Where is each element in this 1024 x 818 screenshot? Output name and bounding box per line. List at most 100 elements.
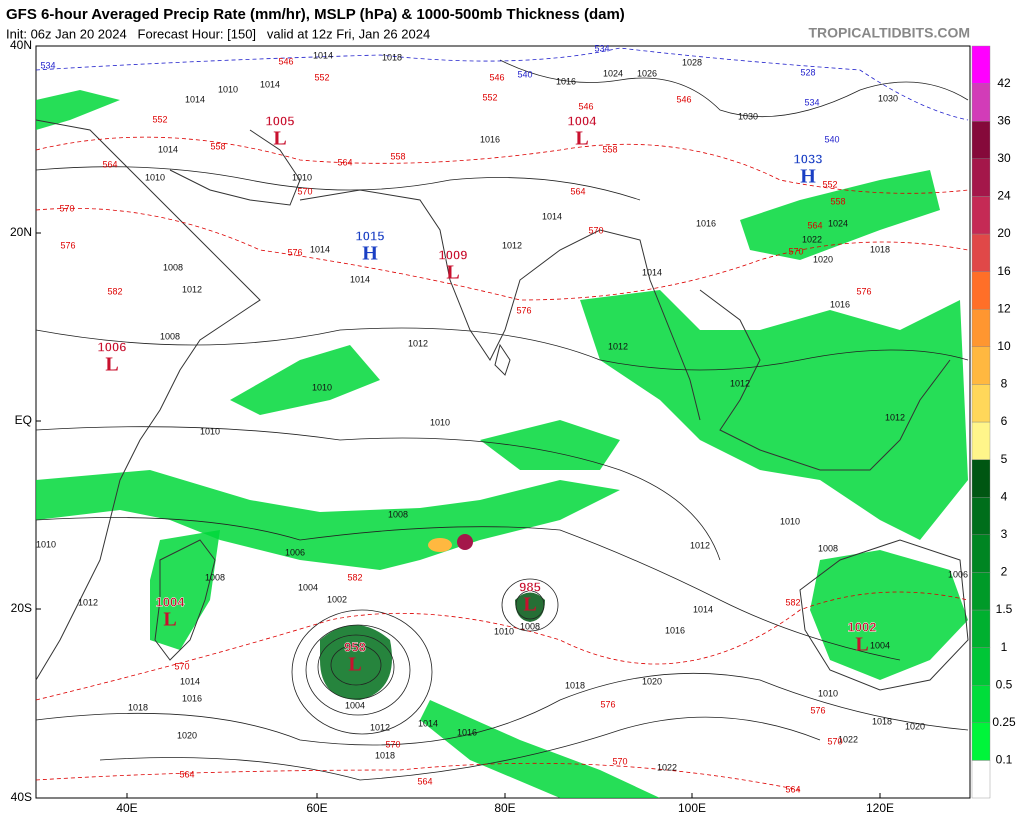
isobar-label: 1020 bbox=[813, 254, 833, 264]
isobar-label: 1018 bbox=[375, 750, 395, 760]
isobar-label: 1014 bbox=[313, 50, 333, 60]
thickness-label: 570 bbox=[174, 661, 189, 671]
isobar bbox=[35, 517, 901, 661]
thickness-label: 540 bbox=[824, 134, 839, 144]
isobars bbox=[35, 59, 969, 781]
isobar-label: 1022 bbox=[838, 734, 858, 744]
thickness-label: 558 bbox=[602, 144, 617, 154]
colorbar-label: 36 bbox=[997, 113, 1011, 127]
subtitle: Init: 06z Jan 20 2024 Forecast Hour: [15… bbox=[6, 26, 430, 41]
isobar-label: 1004 bbox=[345, 700, 365, 710]
pressure-value: 1004 bbox=[156, 594, 186, 609]
thickness-label: 534 bbox=[594, 43, 609, 53]
isobar-label: 1010 bbox=[312, 382, 332, 392]
thickness-label: 564 bbox=[102, 159, 117, 169]
lon-label: 80E bbox=[494, 801, 515, 815]
colorbar-label: 42 bbox=[997, 76, 1011, 90]
thickness-label: 582 bbox=[785, 597, 800, 607]
thickness-contour bbox=[35, 47, 969, 121]
thickness-label: 558 bbox=[210, 141, 225, 151]
colorbar-band bbox=[971, 83, 991, 122]
isobar-label: 1008 bbox=[388, 509, 408, 519]
isobar-label: 1024 bbox=[603, 68, 623, 78]
lat-label: 20S bbox=[11, 601, 32, 615]
isobar-label: 1014 bbox=[185, 94, 205, 104]
isobar bbox=[305, 624, 411, 716]
rain-heavy bbox=[457, 534, 473, 550]
isobar-label: 1018 bbox=[128, 702, 148, 712]
thickness-label: 570 bbox=[788, 246, 803, 256]
isobar-label: 1014 bbox=[418, 718, 438, 728]
isobar-label: 1030 bbox=[878, 93, 898, 103]
isobar-label: 1014 bbox=[542, 211, 562, 221]
rain-core bbox=[320, 625, 392, 700]
rain-heavy bbox=[428, 538, 452, 552]
isobar-label: 1020 bbox=[905, 721, 925, 731]
isobar-label: 1016 bbox=[457, 727, 477, 737]
isobar-label: 1008 bbox=[160, 331, 180, 341]
colorbar: 0.1 0.25 0.5 1 1.5 2 3 4 5 6 8 10 12 16 20 24 30 36 42 bbox=[971, 45, 1016, 799]
thickness-label: 582 bbox=[347, 572, 362, 582]
isobar-label: 1012 bbox=[885, 412, 905, 422]
thickness-label: 564 bbox=[417, 776, 432, 786]
thickness-label: 576 bbox=[856, 286, 871, 296]
thickness-label: 552 bbox=[822, 179, 837, 189]
isobar-label: 1010 bbox=[218, 84, 238, 94]
thickness-label: 570 bbox=[588, 225, 603, 235]
pressure-value: 1033 bbox=[794, 151, 823, 166]
isobar-label: 1008 bbox=[520, 621, 540, 631]
coastline bbox=[35, 119, 261, 681]
lat-label: 40S bbox=[11, 790, 32, 804]
coastline bbox=[799, 539, 969, 691]
colorbar-label: 1.5 bbox=[996, 602, 1013, 616]
colorbar-label: 8 bbox=[1001, 377, 1008, 391]
isobar-label: 1002 bbox=[327, 594, 347, 604]
colorbar-band bbox=[971, 647, 991, 686]
isobar-label: 1008 bbox=[818, 543, 838, 553]
colorbar-label: 10 bbox=[997, 339, 1011, 353]
rain-area bbox=[36, 90, 120, 130]
isobar-label: 1016 bbox=[556, 76, 576, 86]
thickness-label: 576 bbox=[60, 240, 75, 250]
pressure-symbol: L bbox=[163, 609, 176, 631]
colorbar-band bbox=[971, 196, 991, 235]
colorbar-band bbox=[971, 459, 991, 498]
isobar-label: 1006 bbox=[285, 547, 305, 557]
thickness-label: 564 bbox=[337, 157, 352, 167]
colorbar-band bbox=[971, 233, 991, 272]
rain-core bbox=[515, 592, 545, 622]
thickness-label: 552 bbox=[482, 92, 497, 102]
isobar-label: 1014 bbox=[180, 676, 200, 686]
pressure-value: 1002 bbox=[848, 619, 877, 634]
isobar-label: 1018 bbox=[565, 680, 585, 690]
thickness-label: 546 bbox=[489, 72, 504, 82]
isobar-label: 1004 bbox=[298, 582, 318, 592]
colorbar-label: 0.1 bbox=[996, 753, 1013, 767]
colorbar-label: 0.25 bbox=[992, 715, 1016, 729]
pressure-symbol: H bbox=[800, 166, 816, 188]
thickness-label: 570 bbox=[827, 736, 842, 746]
lon-label: 120E bbox=[866, 801, 894, 815]
thickness-label: 576 bbox=[600, 699, 615, 709]
coastline bbox=[154, 539, 216, 661]
pressure-value: 1004 bbox=[568, 113, 598, 128]
coastlines bbox=[35, 119, 969, 691]
pressure-symbol: L bbox=[273, 128, 286, 150]
isobar bbox=[291, 609, 433, 735]
thickness-label: 564 bbox=[807, 220, 822, 230]
thickness-label: 546 bbox=[578, 101, 593, 111]
isobar-label: 1012 bbox=[78, 597, 98, 607]
pressure-symbol: L bbox=[855, 634, 868, 656]
thickness-contour bbox=[35, 207, 969, 301]
isobar-label: 1018 bbox=[872, 716, 892, 726]
thickness-label: 546 bbox=[676, 94, 691, 104]
isobar-label: 1008 bbox=[163, 262, 183, 272]
isobar bbox=[35, 672, 969, 746]
thickness-label: 540 bbox=[517, 69, 532, 79]
colorbar-label: 24 bbox=[997, 189, 1011, 203]
lat-label: 20N bbox=[10, 225, 32, 239]
isobar-label: 1016 bbox=[830, 299, 850, 309]
thickness-contour bbox=[35, 591, 969, 701]
coastline bbox=[699, 289, 951, 471]
